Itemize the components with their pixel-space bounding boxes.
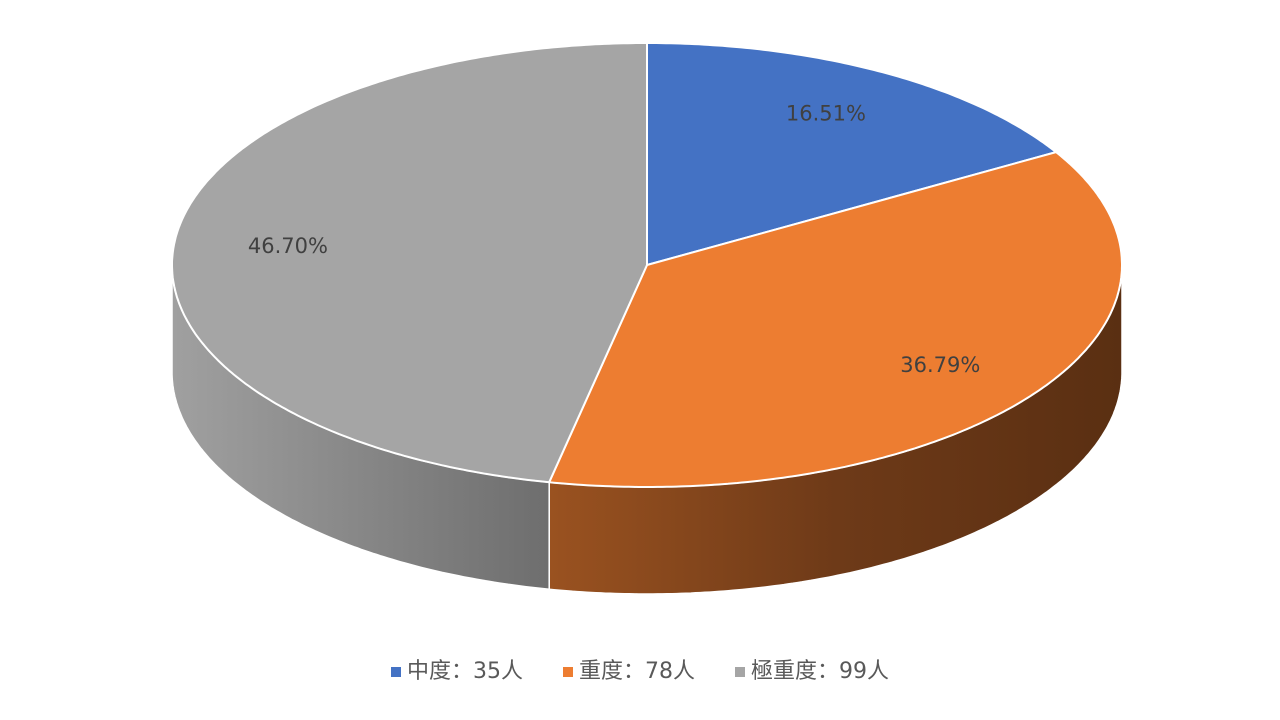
pie-slice — [171, 42, 648, 484]
pie-slice — [646, 42, 1059, 267]
legend-label: 重度：78人 — [579, 659, 695, 684]
legend-label: 中度：35人 — [407, 659, 523, 684]
pie-slice — [547, 151, 1123, 488]
data-labels: 16.51% 36.79% 46.70% — [248, 102, 980, 377]
data-label: 46.70% — [248, 234, 328, 258]
data-label: 16.51% — [786, 102, 866, 126]
legend-item: 極重度：99人 — [735, 659, 889, 684]
pie-tops — [171, 42, 1123, 488]
legend-item: 中度：35人 — [391, 659, 523, 684]
legend-swatch — [391, 667, 401, 677]
legend-item: 重度：78人 — [563, 659, 695, 684]
legend-swatch — [563, 667, 573, 677]
legend-swatch — [735, 667, 745, 677]
data-label: 36.79% — [900, 353, 980, 377]
legend-label: 極重度：99人 — [751, 659, 889, 684]
legend: 中度：35人 重度：78人 極重度：99人 — [391, 659, 889, 684]
